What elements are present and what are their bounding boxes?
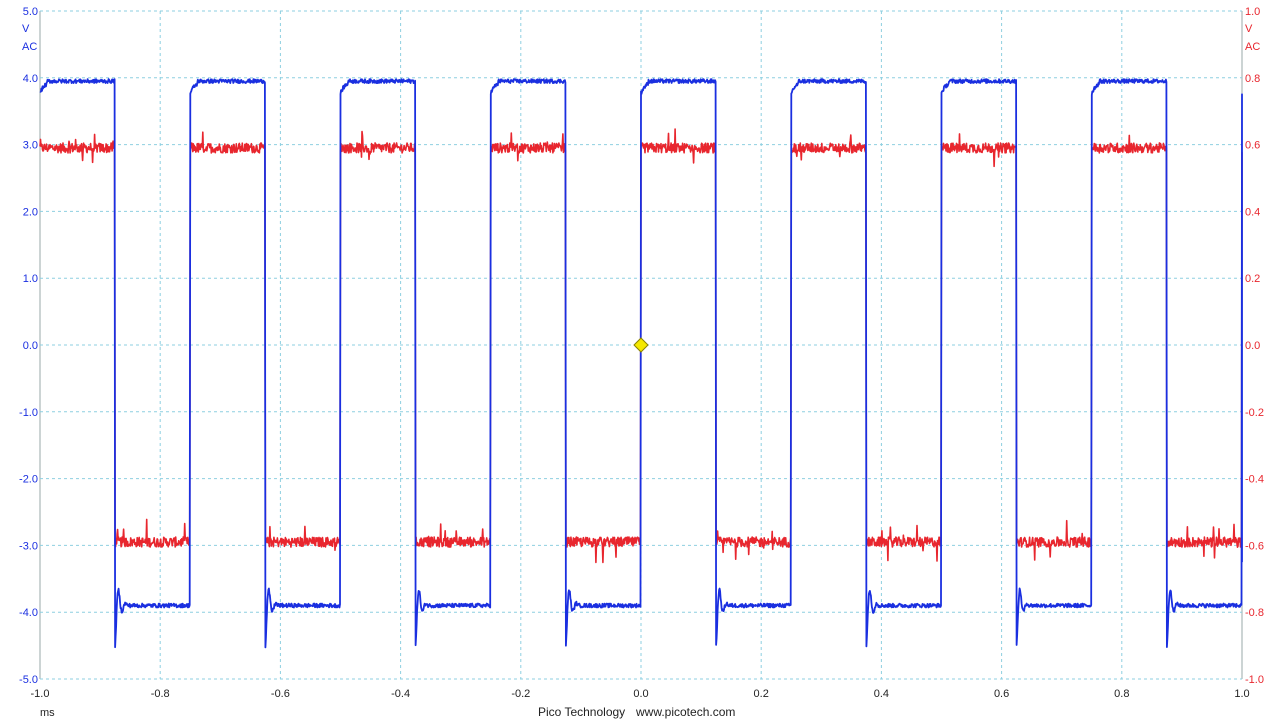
time-axis-tick-label: 0.4 (874, 688, 889, 700)
left-axis-tick-label: 0.0 (23, 340, 38, 352)
time-axis-tick-label: -1.0 (31, 688, 50, 700)
time-axis-tick-label: 0.2 (754, 688, 769, 700)
time-axis-ticks: -1.0 -0.8 -0.6 -0.4 -0.2 0.0 0.2 0.4 0.6 0.8 1.0 (31, 688, 1250, 700)
right-axis-coupling: AC (1245, 41, 1260, 53)
channel-a-trace (39, 78, 1243, 649)
right-axis-ticks: 1.0 0.8 0.6 0.4 0.2 0.0 -0.2 -0.4 -0.6 -0.8 -1.0 (1245, 6, 1264, 686)
left-axis-unit: V (22, 23, 30, 35)
trigger-marker-group (633, 337, 649, 353)
trigger-marker[interactable] (633, 337, 649, 353)
time-axis-tick-label: -0.2 (511, 688, 530, 700)
right-axis-tick-label: 1.0 (1245, 6, 1260, 18)
left-axis-tick-label: 1.0 (23, 273, 38, 285)
time-axis-tick-label: -0.6 (271, 688, 290, 700)
left-axis-tick-label: -5.0 (19, 674, 38, 686)
footer-brand: Pico Technology (538, 705, 626, 719)
time-axis-tick-label: 1.0 (1234, 688, 1249, 700)
axis-labels: V AC V AC ms (22, 23, 1260, 719)
left-axis-tick-label: -3.0 (19, 540, 38, 552)
time-axis-tick-label: 0.0 (633, 688, 648, 700)
right-axis-unit: V (1245, 23, 1253, 35)
time-axis-tick-label: 0.8 (1114, 688, 1129, 700)
left-axis-tick-label: 5.0 (23, 6, 38, 18)
footer-url: www.picotech.com (636, 705, 736, 719)
left-axis-tick-label: -2.0 (19, 474, 38, 486)
right-axis-tick-label: -0.6 (1245, 540, 1264, 552)
left-axis-tick-label: -4.0 (19, 607, 38, 619)
right-axis-tick-label: -1.0 (1245, 674, 1264, 686)
left-axis-tick-label: 2.0 (23, 206, 38, 218)
left-axis-tick-label: 3.0 (23, 140, 38, 152)
right-axis-tick-label: 0.8 (1245, 73, 1260, 85)
right-axis-tick-label: -0.2 (1245, 407, 1264, 419)
left-axis-coupling: AC (22, 41, 37, 53)
time-axis-unit: ms (40, 707, 55, 719)
right-axis-tick-label: -0.8 (1245, 607, 1264, 619)
left-axis-tick-label: -1.0 (19, 407, 38, 419)
right-axis-tick-label: 0.2 (1245, 273, 1260, 285)
time-axis-tick-label: 0.6 (994, 688, 1009, 700)
left-axis-tick-label: 4.0 (23, 73, 38, 85)
right-axis-tick-label: 0.0 (1245, 340, 1260, 352)
right-axis-tick-label: 0.6 (1245, 140, 1260, 152)
left-axis-ticks: 5.0 4.0 3.0 2.0 1.0 0.0 -1.0 -2.0 -3.0 -4.0 -5.0 (19, 6, 38, 686)
right-axis-tick-label: -0.4 (1245, 474, 1264, 486)
traces (39, 78, 1243, 649)
right-axis-tick-label: 0.4 (1245, 206, 1260, 218)
time-axis-tick-label: -0.4 (391, 688, 410, 700)
time-axis-tick-label: -0.8 (151, 688, 170, 700)
